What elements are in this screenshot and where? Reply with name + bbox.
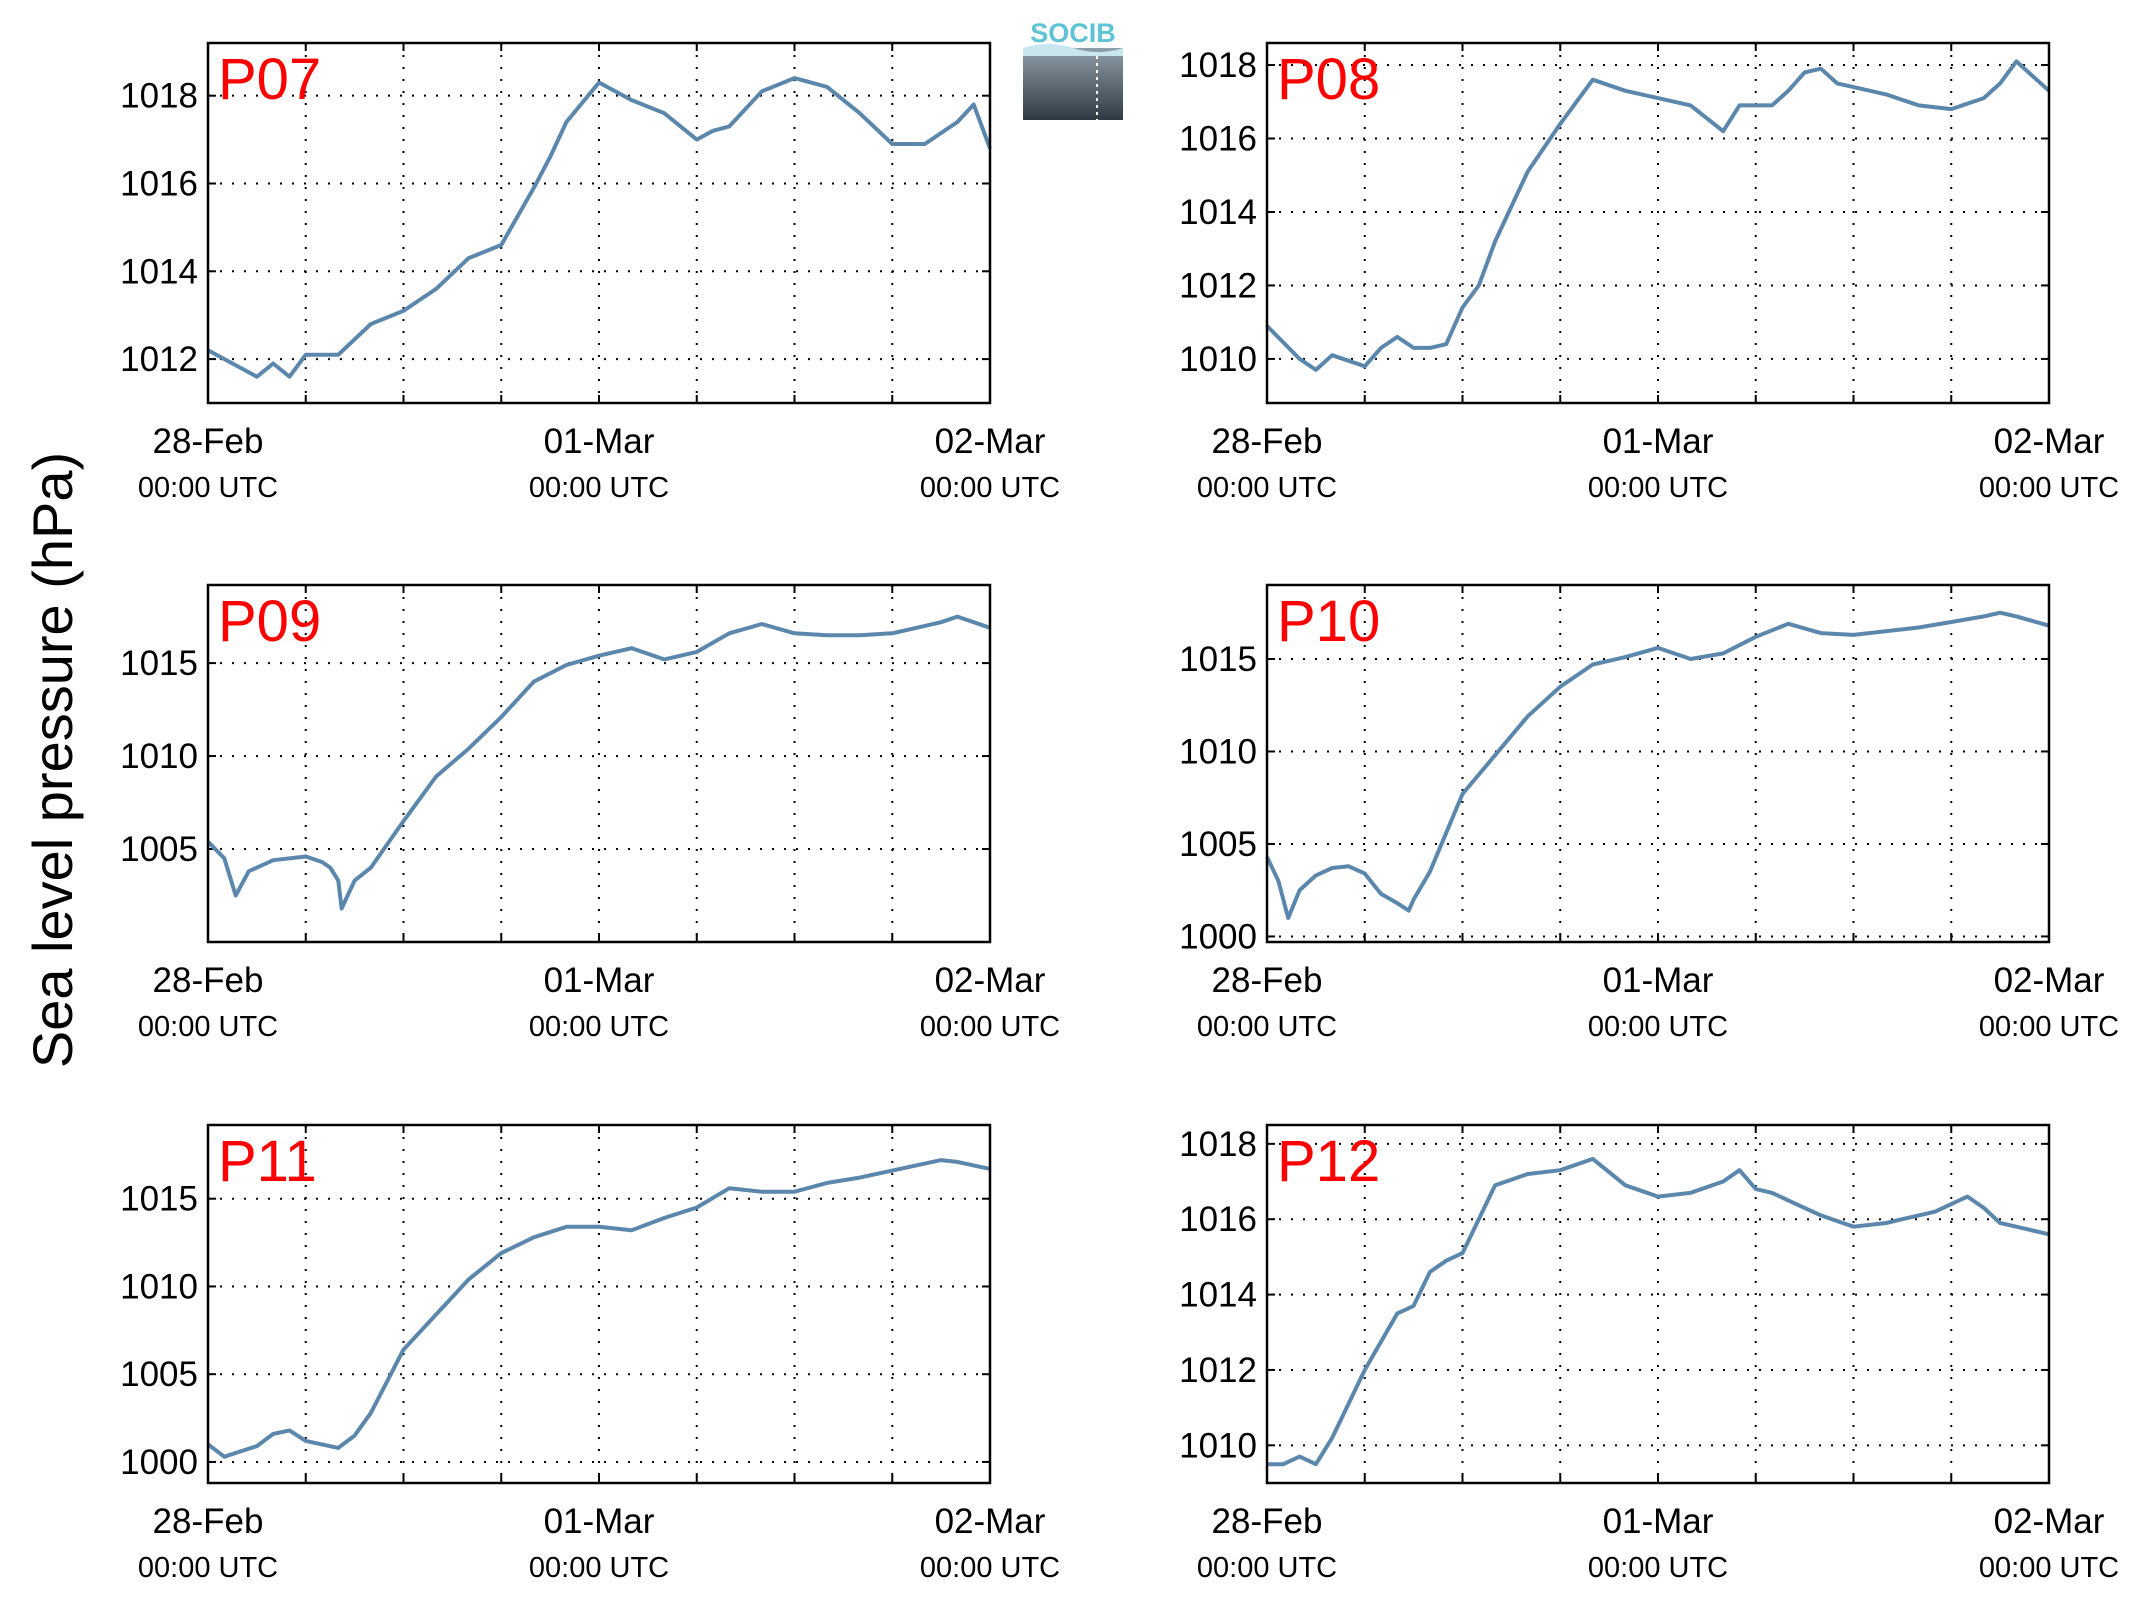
x-tick-sublabel: 00:00 UTC bbox=[138, 1552, 278, 1584]
y-tick-label: 1010 bbox=[120, 1267, 198, 1306]
x-tick-sublabel: 00:00 UTC bbox=[529, 472, 669, 504]
x-tick-label: 01-Mar bbox=[544, 1502, 655, 1541]
x-tick-label: 01-Mar bbox=[1603, 961, 1714, 1000]
y-tick-label: 1000 bbox=[1179, 917, 1257, 956]
panel-label: P09 bbox=[218, 589, 321, 654]
series-line bbox=[207, 76, 992, 379]
x-tick-label: 02-Mar bbox=[1994, 961, 2105, 1000]
socib-logo: SOCIB bbox=[1023, 18, 1123, 120]
y-tick-label: 1015 bbox=[120, 1180, 198, 1219]
y-tick-label: 1016 bbox=[120, 164, 198, 203]
axes-frame bbox=[206, 41, 992, 405]
x-tick-sublabel: 00:00 UTC bbox=[920, 1011, 1060, 1043]
panel-p08: 1010 1012 1014 1016 1018 28-Feb 00:00 UTC 01-Ma… bbox=[1179, 41, 2119, 504]
x-tick-label: 01-Mar bbox=[544, 961, 655, 1000]
axes-frame bbox=[206, 1123, 992, 1485]
y-tick-label: 1012 bbox=[120, 340, 198, 379]
x-tick-sublabel: 00:00 UTC bbox=[529, 1011, 669, 1043]
series-line bbox=[1265, 610, 2050, 920]
y-tick-label: 1010 bbox=[1179, 1426, 1257, 1465]
x-tick-sublabel: 00:00 UTC bbox=[920, 1552, 1060, 1584]
x-tick-sublabel: 00:00 UTC bbox=[1979, 1011, 2119, 1043]
x-tick-sublabel: 00:00 UTC bbox=[1588, 1011, 1728, 1043]
series-line bbox=[206, 1158, 991, 1459]
x-tick-label: 02-Mar bbox=[1994, 1502, 2105, 1541]
panel-label: P11 bbox=[218, 1129, 317, 1194]
panel-label: P10 bbox=[1277, 589, 1380, 654]
x-tick-label: 02-Mar bbox=[935, 961, 1046, 1000]
y-tick-label: 1016 bbox=[1179, 120, 1257, 159]
axes-frame bbox=[206, 583, 992, 944]
panel-p07: 1012 1014 1016 1018 28-Feb 00:00 UTC 01-Mar 00:… bbox=[120, 41, 1060, 504]
x-tick-label: 02-Mar bbox=[935, 422, 1046, 461]
panels: 1012 1014 1016 1018 28-Feb 00:00 UTC 01-Mar 00:… bbox=[120, 41, 2119, 1584]
svg-text:SOCIB: SOCIB bbox=[1030, 18, 1116, 48]
x-tick-sublabel: 00:00 UTC bbox=[920, 472, 1060, 504]
x-tick-label: 28-Feb bbox=[1212, 1502, 1323, 1541]
y-tick-label: 1014 bbox=[120, 252, 198, 291]
x-tick-label: 02-Mar bbox=[935, 1502, 1046, 1541]
y-tick-label: 1010 bbox=[1179, 340, 1257, 379]
panel-label: P12 bbox=[1277, 1129, 1380, 1194]
x-tick-sublabel: 00:00 UTC bbox=[138, 1011, 278, 1043]
series-line bbox=[206, 614, 991, 911]
x-tick-sublabel: 00:00 UTC bbox=[529, 1552, 669, 1584]
x-tick-label: 28-Feb bbox=[153, 422, 264, 461]
panel-p11: 1000 1005 1010 1015 28-Feb 00:00 UTC 01-Mar 00:… bbox=[120, 1123, 1060, 1584]
y-tick-label: 1005 bbox=[120, 1355, 198, 1394]
axes-frame bbox=[1265, 583, 2051, 944]
y-axis-label: Sea level pressure (hPa) bbox=[21, 452, 84, 1068]
x-tick-label: 02-Mar bbox=[1994, 422, 2105, 461]
x-tick-label: 28-Feb bbox=[1212, 422, 1323, 461]
y-tick-label: 1014 bbox=[1179, 1276, 1257, 1315]
y-tick-label: 1015 bbox=[1179, 640, 1257, 679]
y-tick-label: 1018 bbox=[1179, 46, 1257, 85]
panel-p10: 1000 1005 1010 1015 28-Feb 00:00 UTC 01-Mar 00:… bbox=[1179, 583, 2119, 1043]
axes-frame bbox=[1265, 1123, 2051, 1485]
y-tick-label: 1018 bbox=[1179, 1125, 1257, 1164]
y-tick-label: 1010 bbox=[1179, 732, 1257, 771]
x-tick-label: 28-Feb bbox=[153, 961, 264, 1000]
y-tick-label: 1005 bbox=[120, 830, 198, 869]
y-tick-label: 1005 bbox=[1179, 825, 1257, 864]
x-tick-sublabel: 00:00 UTC bbox=[1588, 1552, 1728, 1584]
x-tick-label: 28-Feb bbox=[153, 1502, 264, 1541]
x-tick-sublabel: 00:00 UTC bbox=[1197, 1552, 1337, 1584]
x-tick-sublabel: 00:00 UTC bbox=[1197, 472, 1337, 504]
x-tick-sublabel: 00:00 UTC bbox=[1979, 1552, 2119, 1584]
x-tick-sublabel: 00:00 UTC bbox=[1588, 472, 1728, 504]
y-tick-label: 1012 bbox=[1179, 266, 1257, 305]
panel-label: P08 bbox=[1277, 47, 1380, 112]
panel-p12: 1010 1012 1014 1016 1018 28-Feb 00:00 UTC 01-Ma… bbox=[1179, 1123, 2119, 1584]
axes-frame bbox=[1265, 41, 2051, 405]
series-line bbox=[1265, 59, 2051, 372]
y-tick-label: 1018 bbox=[120, 77, 198, 116]
x-tick-sublabel: 00:00 UTC bbox=[1979, 472, 2119, 504]
x-tick-label: 01-Mar bbox=[1603, 422, 1714, 461]
x-tick-label: 28-Feb bbox=[1212, 961, 1323, 1000]
x-tick-label: 01-Mar bbox=[1603, 1502, 1714, 1541]
x-tick-label: 01-Mar bbox=[544, 422, 655, 461]
y-tick-label: 1016 bbox=[1179, 1200, 1257, 1239]
y-tick-label: 1014 bbox=[1179, 193, 1257, 232]
y-tick-label: 1000 bbox=[120, 1443, 198, 1482]
panel-p09: 1005 1010 1015 28-Feb 00:00 UTC 01-Mar 00:00 U… bbox=[120, 583, 1060, 1043]
x-tick-sublabel: 00:00 UTC bbox=[138, 472, 278, 504]
panel-label: P07 bbox=[218, 47, 321, 112]
y-tick-label: 1010 bbox=[120, 737, 198, 776]
y-tick-label: 1012 bbox=[1179, 1351, 1257, 1390]
x-tick-sublabel: 00:00 UTC bbox=[1197, 1011, 1337, 1043]
y-tick-label: 1015 bbox=[120, 644, 198, 683]
series-line bbox=[1267, 1156, 2050, 1467]
